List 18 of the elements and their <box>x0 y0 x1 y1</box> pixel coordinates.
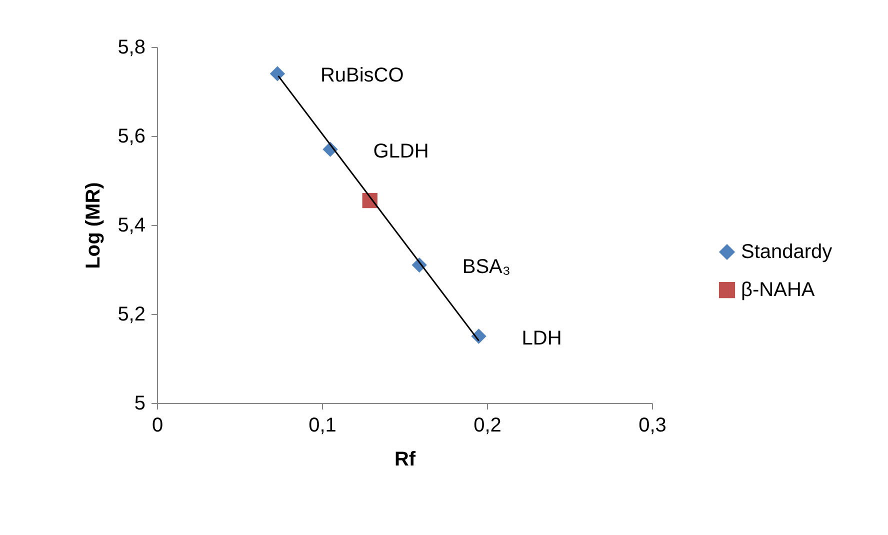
y-tick-label: 5,2 <box>118 304 146 326</box>
point <box>270 66 286 82</box>
x-tick-label: 0 <box>152 414 164 436</box>
annotation: GLDH <box>373 140 429 162</box>
y-axis-title: Log (MR) <box>82 182 105 269</box>
annotation: BSA₃ <box>462 256 511 278</box>
y-tick-label: 5,6 <box>118 126 146 148</box>
y-tick-label: 5 <box>134 392 146 414</box>
y-tick-label: 5,4 <box>118 214 146 236</box>
annotation: LDH <box>522 327 562 350</box>
y-tick-label: 5,8 <box>118 36 146 58</box>
annotation: RuBisCO <box>320 64 404 87</box>
x-tick-label: 0,1 <box>308 414 336 436</box>
legend-label: Standardy <box>741 241 832 263</box>
x-axis-title: Rf <box>394 448 416 470</box>
x-tick-label: 0,2 <box>474 414 502 436</box>
x-tick-label: 0,3 <box>638 414 666 436</box>
legend-label: β-NAHA <box>741 279 816 301</box>
